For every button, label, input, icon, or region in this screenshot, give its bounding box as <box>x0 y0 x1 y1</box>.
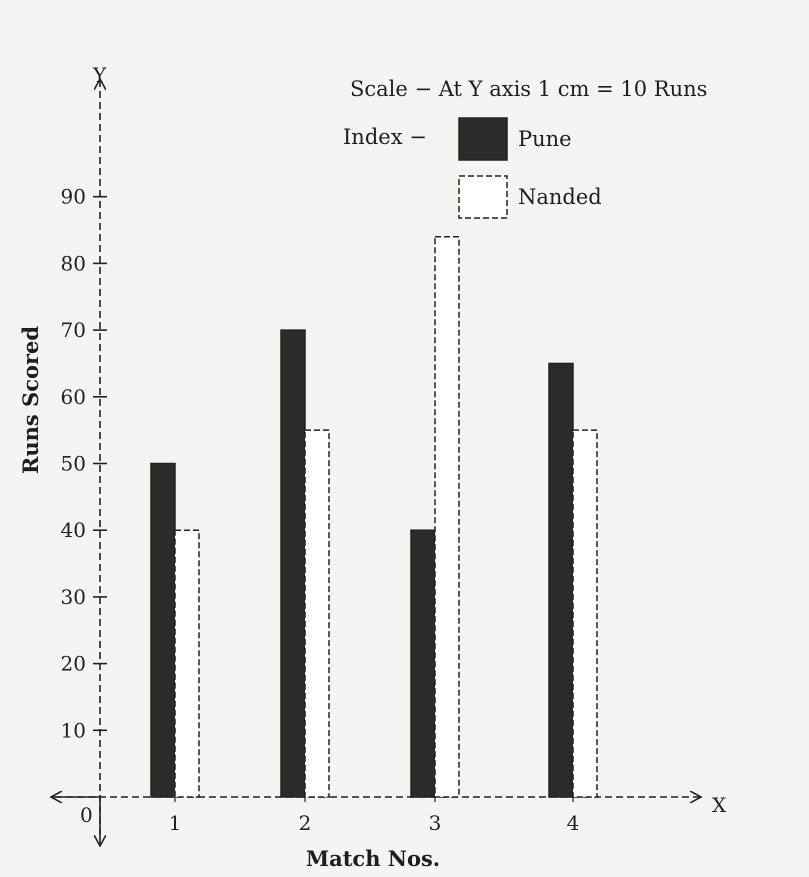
y-tick-label: 20 <box>61 652 86 676</box>
bar-pune-match-2 <box>280 329 306 798</box>
y-axis-letter: Y <box>92 63 107 87</box>
x-tick-label: 4 <box>567 811 580 835</box>
bars <box>150 235 598 798</box>
bar-nanded-match-1 <box>174 529 200 798</box>
y-ticks: 10 20 30 40 50 60 70 80 90 <box>61 185 107 742</box>
origin-label: 0 <box>80 803 93 827</box>
x-tick-label: 1 <box>169 811 182 835</box>
y-tick-label: 70 <box>61 318 86 342</box>
y-tick-label: 50 <box>61 452 86 476</box>
axes: Y X 0 <box>52 63 727 845</box>
y-tick-label: 30 <box>61 585 86 609</box>
legend-swatch-pune <box>458 117 508 161</box>
y-tick-label: 60 <box>61 385 86 409</box>
x-axis-title: Match Nos. <box>306 846 440 871</box>
bar-pune-match-3 <box>410 529 436 798</box>
y-tick-label: 40 <box>61 518 86 542</box>
legend-label-nanded: Nanded <box>518 185 602 209</box>
legend-label-pune: Pune <box>518 127 572 151</box>
legend-title: Index − <box>343 125 427 149</box>
legend-swatch-nanded <box>458 175 508 219</box>
y-tick-label: 80 <box>61 251 86 275</box>
bar-pune-match-4 <box>548 362 574 798</box>
x-axis-letter: X <box>712 793 727 817</box>
y-tick-label: 90 <box>61 185 86 209</box>
bar-pune-match-1 <box>150 462 176 798</box>
legend: Index − Pune Nanded <box>343 117 602 219</box>
x-tick-label: 3 <box>429 811 442 835</box>
bar-nanded-match-3 <box>434 235 460 798</box>
y-axis-title: Runs Scored <box>18 326 43 475</box>
bar-nanded-match-4 <box>572 429 598 798</box>
y-tick-label: 10 <box>61 718 86 742</box>
x-tick-label: 2 <box>299 811 312 835</box>
scale-note: Scale − At Y axis 1 cm = 10 Runs <box>350 77 707 101</box>
x-ticks: 1 2 3 4 <box>169 792 580 835</box>
bar-nanded-match-2 <box>304 429 330 798</box>
